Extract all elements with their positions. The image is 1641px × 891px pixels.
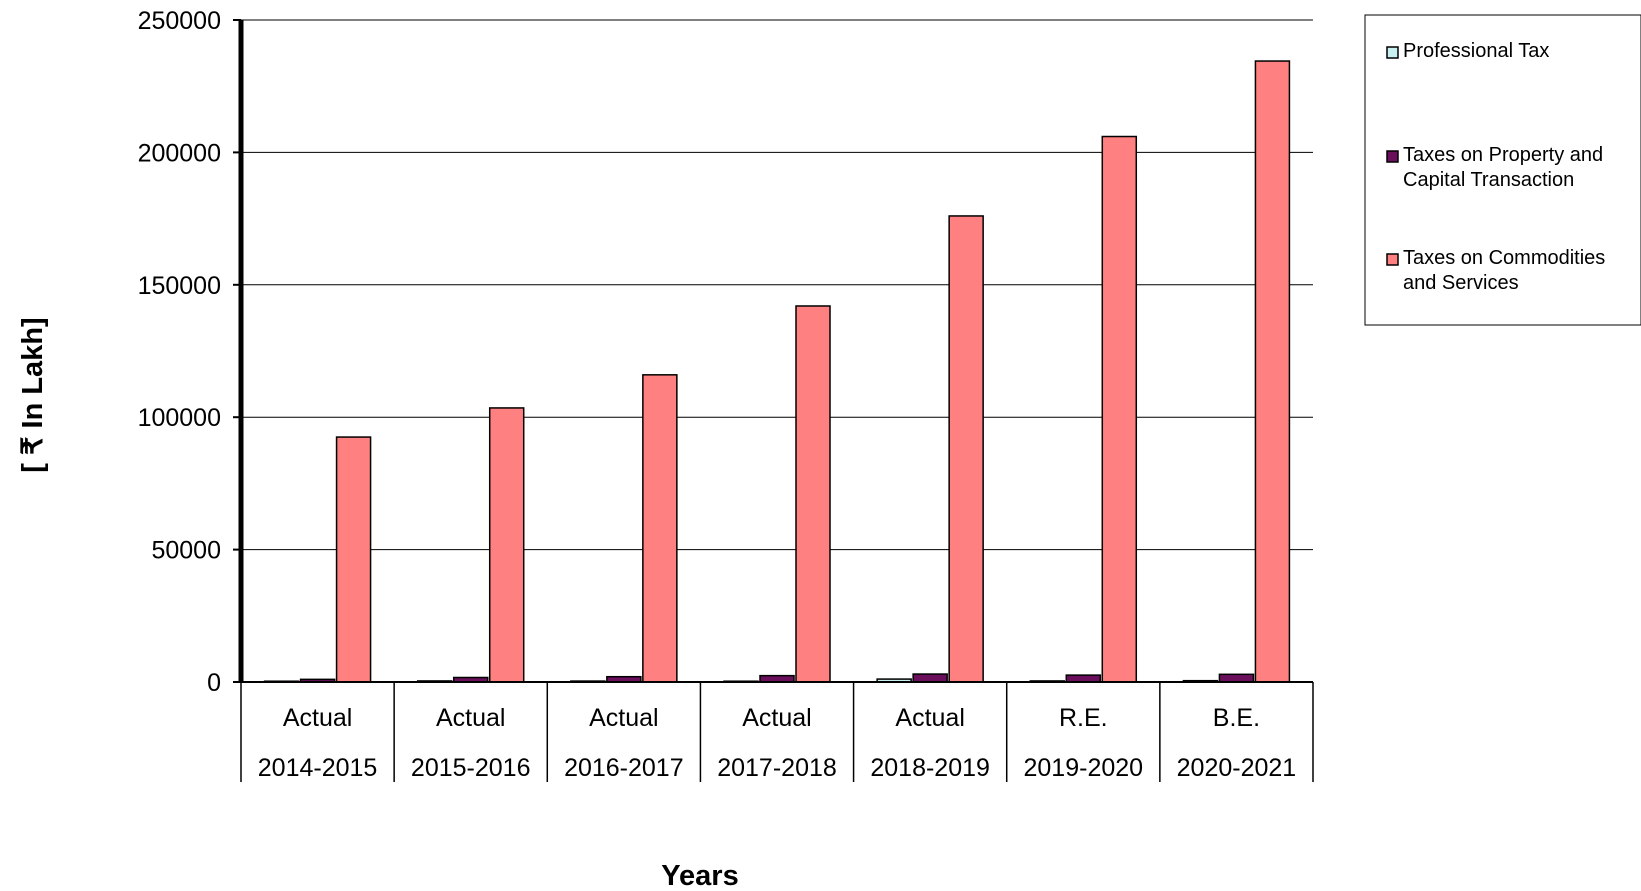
- x-axis-title: Years: [661, 860, 738, 891]
- category-label-bottom: 2015-2016: [411, 754, 531, 782]
- category-label-top: Actual: [589, 704, 658, 732]
- category-label-bottom: 2014-2015: [258, 754, 378, 782]
- bar-commodities-services: [795, 305, 831, 683]
- category-label-bottom: 2016-2017: [564, 754, 684, 782]
- category-label-top: B.E.: [1213, 704, 1260, 732]
- category-label-top: Actual: [436, 704, 505, 732]
- bar-commodities-services: [1101, 135, 1138, 683]
- legend-label: Professional Tax: [1403, 40, 1549, 62]
- category-label-bottom: 2019-2020: [1024, 754, 1144, 782]
- legend-swatch: [1386, 46, 1399, 59]
- category-label-bottom: 2020-2021: [1177, 754, 1297, 782]
- y-tick-label: 150000: [138, 272, 221, 300]
- y-axis-title: [ ₹ In Lakh]: [17, 317, 49, 472]
- category-label-bottom: 2017-2018: [717, 754, 837, 782]
- bar-commodities-services: [488, 407, 525, 683]
- bar-commodities-services: [1254, 60, 1291, 683]
- category-label-top: Actual: [895, 704, 964, 732]
- legend-swatch: [1386, 150, 1399, 163]
- y-tick-label: 50000: [151, 537, 221, 565]
- y-tick-labels: 0 50000 100000 150000 200000 250000: [138, 7, 221, 697]
- legend-swatch: [1386, 253, 1399, 266]
- legend-label: Taxes on Commodities and Services: [1403, 247, 1605, 294]
- y-tick-label: 200000: [138, 139, 221, 167]
- category-label-top: R.E.: [1059, 704, 1108, 732]
- axes: [233, 19, 1313, 683]
- bar-commodities-services: [642, 374, 678, 683]
- y-tick-label: 250000: [138, 7, 221, 35]
- category-label-bottom: 2018-2019: [870, 754, 990, 782]
- bar-property-capital: [912, 673, 948, 683]
- legend: Professional Tax Taxes on Property and Cap…: [1364, 14, 1641, 326]
- category-labels: Actual 2014-2015 Actual 2015-2016 Actual 2016…: [240, 682, 1314, 782]
- gridlines: [241, 19, 1313, 551]
- bar-property-capital: [1218, 673, 1255, 683]
- y-tick-label: 100000: [138, 404, 221, 432]
- bar-property-capital: [1065, 674, 1102, 683]
- y-tick-label: 0: [207, 669, 221, 697]
- legend-label: Taxes on Property and Capital Transaction: [1403, 144, 1603, 191]
- legend-box: [1364, 14, 1641, 326]
- category-label-top: Actual: [742, 704, 811, 732]
- bar-commodities-services: [335, 436, 372, 683]
- category-label-top: Actual: [283, 704, 352, 732]
- bars: [263, 60, 1291, 683]
- bar-commodities-services: [948, 215, 984, 683]
